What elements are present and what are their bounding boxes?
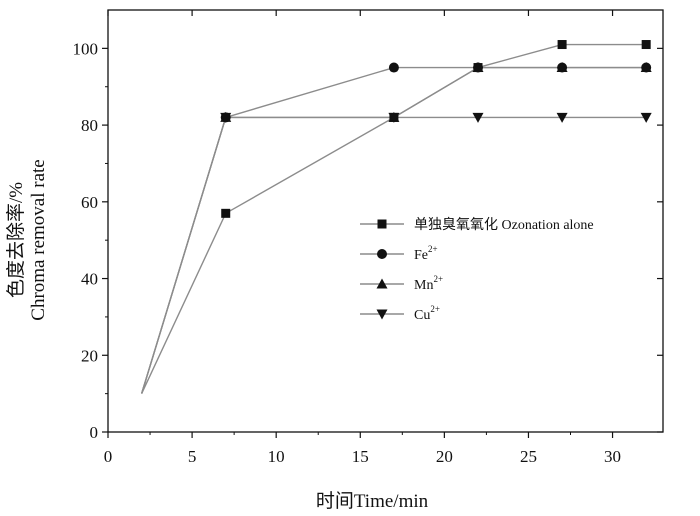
y-tick-label: 80 xyxy=(81,116,98,135)
x-tick-label: 15 xyxy=(352,447,369,466)
x-tick-label: 25 xyxy=(520,447,537,466)
legend-marker xyxy=(376,309,388,320)
data-point xyxy=(220,112,232,123)
x-tick-label: 10 xyxy=(268,447,285,466)
legend-label: Fe2+ xyxy=(414,244,438,263)
series-triangle-down xyxy=(140,116,647,394)
legend-item: 单独臭氧氧化 Ozonation alone xyxy=(360,217,594,233)
data-point xyxy=(221,208,231,218)
data-point xyxy=(472,62,484,73)
legend: 单独臭氧氧化 Ozonation alone Fe2+ Mn2+ Cu2+ xyxy=(360,217,594,323)
legend-item: Fe2+ xyxy=(360,244,438,263)
y-axis: 0 20 40 60 80 100 xyxy=(73,39,663,442)
data-point xyxy=(556,62,568,73)
data-point xyxy=(388,112,400,123)
legend-item: Cu2+ xyxy=(360,304,440,323)
series-line xyxy=(140,116,647,394)
data-point xyxy=(641,40,651,50)
legend-label: Mn2+ xyxy=(414,274,443,293)
y-tick-label: 20 xyxy=(81,346,98,365)
data-point xyxy=(640,62,652,73)
legend-item: Mn2+ xyxy=(360,274,443,293)
data-point xyxy=(556,112,568,123)
data-point xyxy=(388,62,399,73)
x-axis: 0 5 10 15 20 25 30 xyxy=(104,10,621,466)
x-tick-label: 5 xyxy=(188,447,197,466)
series-markers-triangle-down xyxy=(220,112,652,123)
y-tick-label: 100 xyxy=(73,39,99,58)
y-tick-label: 60 xyxy=(81,193,98,212)
legend-label: Cu2+ xyxy=(414,304,440,323)
legend-marker xyxy=(377,249,387,259)
y-tick-label: 0 xyxy=(90,423,99,442)
data-point xyxy=(640,112,652,123)
x-tick-label: 20 xyxy=(436,447,453,466)
plot-frame xyxy=(107,9,664,433)
legend-marker xyxy=(377,219,387,229)
plot-border xyxy=(107,9,664,433)
x-tick-label: 0 xyxy=(104,447,113,466)
data-point xyxy=(472,112,484,123)
data-point xyxy=(557,40,567,50)
series-markers-square xyxy=(221,40,651,218)
x-axis-title: 时间Time/min xyxy=(316,490,429,512)
x-tick-label: 30 xyxy=(604,447,621,466)
y-tick-label: 40 xyxy=(81,270,98,289)
legend-marker xyxy=(376,278,388,289)
legend-label: 单独臭氧氧化 Ozonation alone xyxy=(414,217,594,233)
y-axis-title-en: Chroma removal rate xyxy=(28,159,49,320)
series-layer xyxy=(140,40,652,394)
y-axis-title-cn: 色度去除率/% xyxy=(5,182,27,298)
